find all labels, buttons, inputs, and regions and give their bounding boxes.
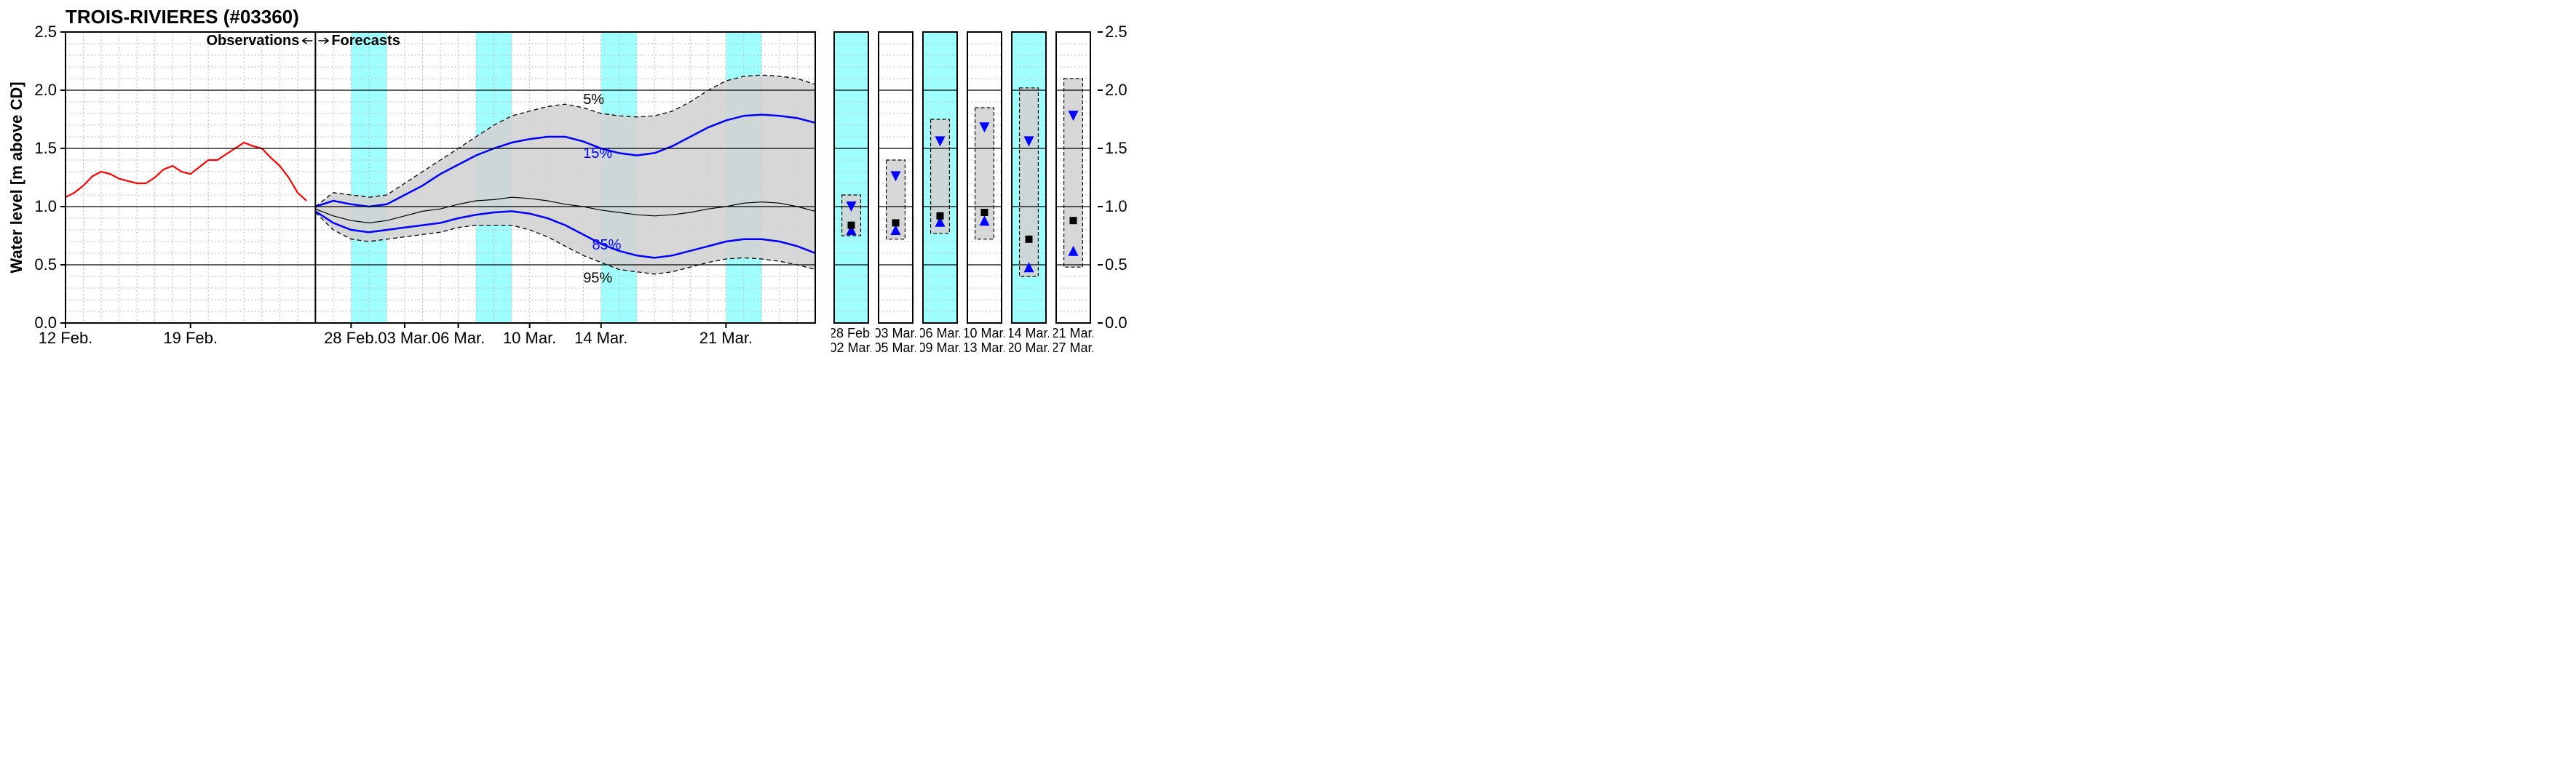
- x-tick-label: 12 Feb.: [39, 329, 93, 347]
- median-marker: [1070, 217, 1077, 224]
- panel-label-bottom: 02 Mar.: [831, 340, 871, 355]
- median-marker: [1026, 236, 1033, 243]
- y-tick-label: 0.5: [34, 255, 57, 274]
- chart-container: TROIS-RIVIERES (#03360) 0.0 0.5 1.0 1.5 2.0 2.…: [7, 7, 2569, 374]
- right-y-tick-label: 1.0: [1105, 197, 1128, 215]
- y-tick-label: 2.5: [34, 23, 57, 41]
- forecast-panel: 03 Mar.05 Mar.: [876, 7, 916, 374]
- y-axis-label: Water level [m above CD]: [7, 81, 25, 273]
- forecast-panel: 10 Mar.13 Mar.: [964, 7, 1004, 374]
- forecast-panel: 06 Mar.09 Mar.: [920, 7, 960, 374]
- forecast-panel: 28 Feb.02 Mar.: [831, 7, 871, 374]
- pct5-label: 5%: [583, 92, 604, 108]
- pct95-label: 95%: [583, 270, 612, 286]
- panel-label-top: 06 Mar.: [920, 326, 960, 340]
- right-y-tick-label: 1.5: [1105, 139, 1128, 157]
- forecasts-label: Forecasts: [331, 33, 400, 49]
- x-tick-label: 19 Feb.: [163, 329, 218, 347]
- right-y-tick-label: 0.0: [1105, 314, 1128, 332]
- panels-area: 28 Feb.02 Mar.03 Mar.05 Mar.06 Mar.09 Ma…: [831, 7, 1133, 374]
- panel-label-top: 28 Feb.: [831, 326, 871, 340]
- panel-label-bottom: 20 Mar.: [1009, 340, 1049, 355]
- chart-title: TROIS-RIVIERES (#03360): [66, 7, 299, 28]
- y-tick-label: 1.0: [34, 197, 57, 215]
- panel-label-top: 03 Mar.: [876, 326, 916, 340]
- panel-label-top: 14 Mar.: [1009, 326, 1049, 340]
- x-tick-label: 21 Mar.: [700, 329, 753, 347]
- panel-label-top: 10 Mar.: [964, 326, 1004, 340]
- median-marker: [937, 212, 944, 220]
- x-tick-label: 03 Mar.: [378, 329, 431, 347]
- panel-label-bottom: 09 Mar.: [920, 340, 960, 355]
- x-tick-label: 14 Mar.: [574, 329, 627, 347]
- forecast-panel: 14 Mar.20 Mar.: [1009, 7, 1049, 374]
- panel-label-top: 21 Mar.: [1053, 326, 1093, 340]
- panel-band: [1064, 79, 1083, 267]
- panel-label-bottom: 27 Mar.: [1053, 340, 1093, 355]
- right-y-tick-label: 2.0: [1105, 81, 1128, 99]
- y-tick-label: 1.5: [34, 139, 57, 157]
- observations-label: Observations: [207, 33, 300, 49]
- median-marker: [981, 209, 988, 216]
- panel-band: [1020, 88, 1039, 276]
- pct85-label: 85%: [592, 237, 621, 253]
- pct15-label: 15%: [583, 145, 612, 161]
- right-y-axis: 0.0 0.5 1.0 1.5 2.0 2.5: [1098, 7, 1133, 374]
- panel-label-bottom: 05 Mar.: [876, 340, 916, 355]
- median-marker: [892, 219, 900, 226]
- main-chart: TROIS-RIVIERES (#03360)0.00.51.01.52.02.…: [7, 7, 823, 367]
- forecast-panel: 21 Mar.27 Mar.: [1053, 7, 1093, 374]
- x-tick-label: 06 Mar.: [432, 329, 485, 347]
- right-y-tick-label: 0.5: [1105, 255, 1128, 274]
- x-tick-label: 10 Mar.: [503, 329, 556, 347]
- right-y-tick-label: 2.5: [1105, 23, 1128, 41]
- x-tick-label: 28 Feb.: [324, 329, 379, 347]
- panel-label-bottom: 13 Mar.: [964, 340, 1004, 355]
- median-marker: [848, 222, 855, 229]
- y-tick-label: 2.0: [34, 81, 57, 99]
